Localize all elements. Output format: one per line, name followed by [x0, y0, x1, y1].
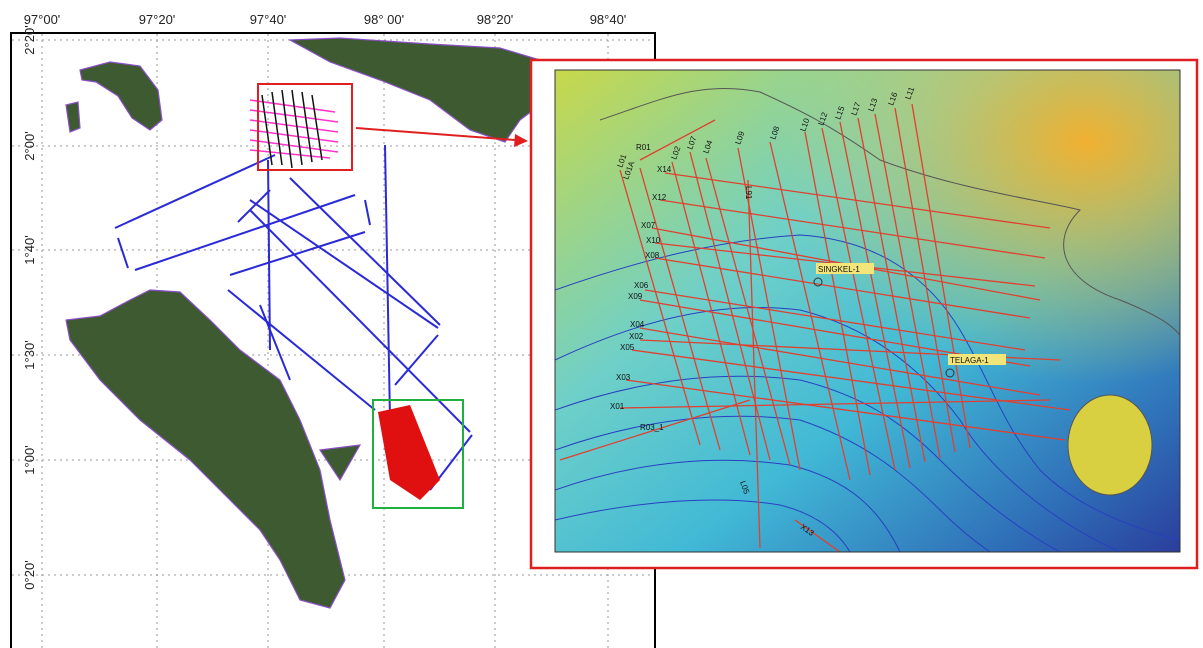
dip-line — [894, 107, 956, 453]
line-label: L15 — [833, 105, 846, 121]
highlight-south — [372, 399, 464, 509]
line-label: L17 — [849, 101, 862, 117]
line-label: X10 — [646, 236, 661, 245]
longitude-label: 98° 00' — [364, 12, 404, 27]
strike-line — [659, 199, 1046, 259]
latitude-label: 2°20' — [22, 25, 37, 54]
line-label: X07 — [641, 221, 656, 230]
longitude-label: 97°20' — [139, 12, 176, 27]
well-telaga — [945, 368, 955, 378]
survey-grid-north-lines — [261, 89, 323, 169]
dip-line — [804, 131, 871, 476]
latitude-label: 0°20' — [22, 560, 37, 589]
latitude-labels: 2°20' 2°00' 1°40' 1°30' 1°00' 0°20' — [22, 25, 37, 589]
latitude-label: 2°00' — [22, 131, 37, 160]
line-label: L09 — [733, 130, 746, 146]
strike-line — [639, 327, 1041, 396]
contours — [555, 87, 1180, 552]
well-label-bg — [816, 263, 874, 274]
longitude-label: 97°00' — [24, 12, 61, 27]
well-label-bg — [948, 354, 1006, 365]
longitude-label: 97°40' — [250, 12, 287, 27]
strike-line — [625, 379, 1066, 441]
dip-line — [619, 169, 701, 446]
line-label: R03_1 — [640, 423, 664, 432]
longitude-label: 98°40' — [590, 12, 627, 27]
line-label: L04 — [701, 139, 714, 155]
highlight-north — [257, 83, 353, 171]
strike-line — [664, 172, 1051, 229]
line-label: X09 — [628, 292, 643, 301]
line-label: X12 — [652, 193, 667, 202]
callout-arrow — [355, 127, 516, 141]
strike-line — [639, 119, 716, 161]
land — [65, 37, 561, 609]
dip-line — [747, 179, 761, 549]
strike-line — [631, 349, 1071, 411]
line-label: X05 — [620, 343, 635, 352]
line-label: L08 — [768, 125, 781, 141]
well-label: SINGKEL-1 — [818, 265, 860, 274]
line-label: L16 — [886, 91, 899, 107]
latitude-label: 1°00' — [22, 445, 37, 474]
dip-line — [639, 167, 721, 451]
dip-line — [874, 113, 941, 459]
line-label: X01 — [610, 402, 625, 411]
latitude-label: 1°40' — [22, 235, 37, 264]
line-label: X06 — [634, 281, 649, 290]
line-label: L91 — [744, 186, 753, 200]
line-label: R01 — [636, 143, 651, 152]
strike-line — [654, 257, 1031, 319]
line-label: L11 — [903, 85, 916, 101]
arrow-head — [514, 134, 528, 147]
dip-line — [689, 151, 771, 461]
line-label: L05 — [738, 480, 751, 496]
line-label: L01 — [615, 153, 628, 169]
longitude-label: 98°20' — [477, 12, 514, 27]
survey-lines — [114, 144, 473, 491]
inset-border — [554, 69, 1181, 553]
latitude-label: 1°30' — [22, 340, 37, 369]
strike-line — [794, 519, 841, 552]
strike-line — [619, 399, 1051, 409]
line-label: X02 — [629, 332, 644, 341]
line-label: L13 — [866, 97, 879, 113]
dip-line — [857, 117, 926, 463]
well-singkel — [813, 277, 823, 287]
longitude-labels: 97°00' 97°20' 97°40' 98° 00' 98°20' 98°40' — [24, 12, 627, 27]
dip-line — [559, 399, 751, 461]
dip-line — [769, 141, 851, 481]
well-label: TELAGA-1 — [950, 356, 989, 365]
line-label: L07 — [685, 135, 698, 151]
strike-line — [644, 289, 1026, 351]
line-label: X04 — [630, 320, 645, 329]
line-label: L10 — [798, 117, 811, 133]
line-label: X14 — [657, 165, 672, 174]
dip-line — [821, 127, 896, 471]
line-label: L02 — [669, 145, 682, 161]
line-label: L12 — [816, 111, 829, 127]
line-label: X08 — [645, 251, 660, 260]
survey-grid-south — [378, 405, 440, 500]
dip-line — [839, 121, 911, 469]
line-label: X03 — [616, 373, 631, 382]
